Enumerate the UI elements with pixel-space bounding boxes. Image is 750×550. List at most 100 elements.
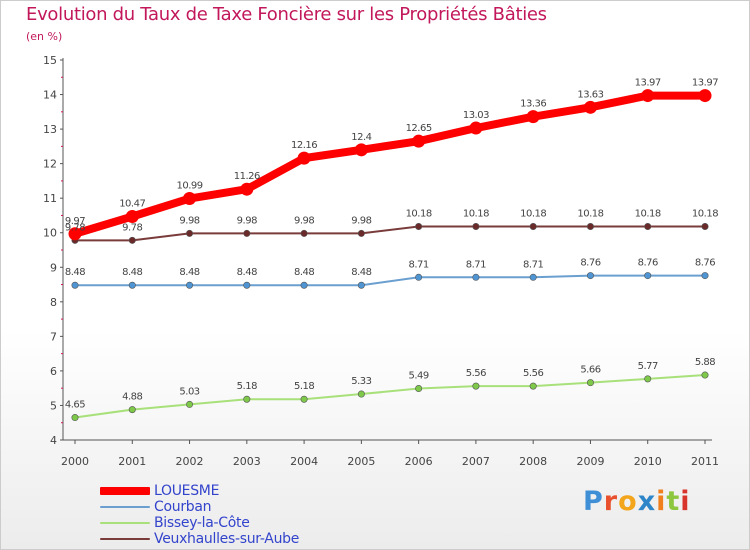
- x-tick-label: 2011: [691, 455, 719, 468]
- data-label: 9.98: [351, 215, 371, 226]
- data-point: [357, 281, 365, 289]
- data-label: 11.26: [234, 171, 260, 182]
- data-label: 5.33: [351, 376, 371, 387]
- data-point: [529, 273, 537, 281]
- data-point: [68, 227, 82, 241]
- data-point: [186, 229, 194, 237]
- data-point: [586, 379, 594, 387]
- x-tick-label: 2000: [61, 455, 89, 468]
- data-label: 8.71: [466, 259, 486, 270]
- data-point: [125, 209, 139, 223]
- legend-swatch: [100, 522, 150, 524]
- data-label: 8.71: [409, 259, 429, 270]
- y-tick-label: 11: [43, 192, 57, 205]
- data-label: 8.48: [351, 267, 371, 278]
- x-tick-label: 2008: [519, 455, 547, 468]
- data-label: 5.56: [523, 368, 543, 379]
- x-tick-label: 2003: [233, 455, 261, 468]
- logo-letter: i: [656, 486, 667, 517]
- data-point: [128, 281, 136, 289]
- y-tick-label: 14: [43, 89, 57, 102]
- data-point: [243, 395, 251, 403]
- data-label: 13.03: [463, 110, 489, 121]
- data-point: [183, 192, 197, 206]
- x-tick-label: 2006: [405, 455, 433, 468]
- data-point: [644, 375, 652, 383]
- legend-label: Bissey-la-Côte: [154, 515, 250, 531]
- data-point: [644, 223, 652, 231]
- data-label: 5.49: [409, 371, 429, 382]
- logo-letter: P: [583, 486, 604, 517]
- data-point: [243, 281, 251, 289]
- data-point: [357, 229, 365, 237]
- data-label: 10.99: [176, 181, 202, 192]
- data-label: 8.76: [638, 258, 658, 269]
- data-label: 13.36: [520, 99, 546, 110]
- data-point: [412, 134, 426, 148]
- data-label: 10.18: [463, 209, 489, 220]
- proxiti-logo: Proxiti: [583, 486, 691, 517]
- data-label: 5.18: [294, 381, 314, 392]
- logo-letter: r: [603, 486, 619, 517]
- data-point: [300, 395, 308, 403]
- y-tick-label: 10: [43, 227, 57, 240]
- x-tick-label: 2007: [462, 455, 490, 468]
- x-tick-label: 2005: [347, 455, 375, 468]
- y-tick-label: 12: [43, 158, 57, 171]
- data-point: [300, 229, 308, 237]
- chart-title: Evolution du Taux de Taxe Foncière sur l…: [26, 4, 547, 25]
- data-label: 12.65: [406, 123, 432, 134]
- data-point: [469, 121, 483, 135]
- y-tick-label: 15: [43, 54, 57, 67]
- data-point: [701, 272, 709, 280]
- data-point: [583, 100, 597, 114]
- legend-swatch: [100, 506, 150, 508]
- data-label: 5.18: [237, 381, 257, 392]
- data-point: [644, 272, 652, 280]
- data-label: 5.56: [466, 368, 486, 379]
- data-label: 13.63: [577, 89, 603, 100]
- x-tick-label: 2004: [290, 455, 318, 468]
- legend-label: Courban: [154, 499, 212, 515]
- data-point: [586, 272, 594, 280]
- data-label: 5.77: [638, 361, 658, 372]
- data-label: 12.16: [291, 140, 317, 151]
- data-label: 10.18: [635, 209, 661, 220]
- data-point: [240, 182, 254, 196]
- data-label: 8.48: [237, 267, 257, 278]
- y-tick-label: 6: [50, 365, 57, 378]
- data-point: [472, 223, 480, 231]
- data-point: [415, 223, 423, 231]
- data-label: 8.48: [65, 267, 85, 278]
- y-tick-label: 8: [50, 296, 57, 309]
- data-label: 5.03: [179, 386, 199, 397]
- legend-label: LOUESME: [154, 483, 220, 499]
- data-point: [415, 385, 423, 393]
- data-label: 8.76: [580, 258, 600, 269]
- data-point: [698, 89, 712, 103]
- x-tick-label: 2009: [576, 455, 604, 468]
- data-point: [128, 406, 136, 414]
- data-label: 10.18: [406, 209, 432, 220]
- logo-letter: t: [666, 486, 681, 517]
- data-label: 4.88: [122, 392, 142, 403]
- data-point: [71, 414, 79, 422]
- data-point: [415, 273, 423, 281]
- series-line: [74, 274, 706, 287]
- data-label: 10.18: [577, 209, 603, 220]
- x-tick-label: 2010: [634, 455, 662, 468]
- line-chart: 4 5 6 7 8 9 10 11 12 13 14 15 2000 2001 2002 2003 2004 20…: [43, 54, 719, 468]
- data-point: [71, 281, 79, 289]
- y-tick-label: 13: [43, 123, 57, 136]
- logo-letter: i: [680, 486, 691, 517]
- data-point: [641, 89, 655, 103]
- data-label: 10.47: [119, 198, 145, 209]
- logo-letter: o: [618, 486, 638, 517]
- data-label: 9.78: [65, 222, 85, 233]
- data-label: 8.48: [294, 267, 314, 278]
- data-label: 5.66: [580, 365, 600, 376]
- series-line: [74, 225, 706, 242]
- data-point: [300, 281, 308, 289]
- logo-letter: x: [637, 486, 657, 517]
- data-label: 8.48: [122, 267, 142, 278]
